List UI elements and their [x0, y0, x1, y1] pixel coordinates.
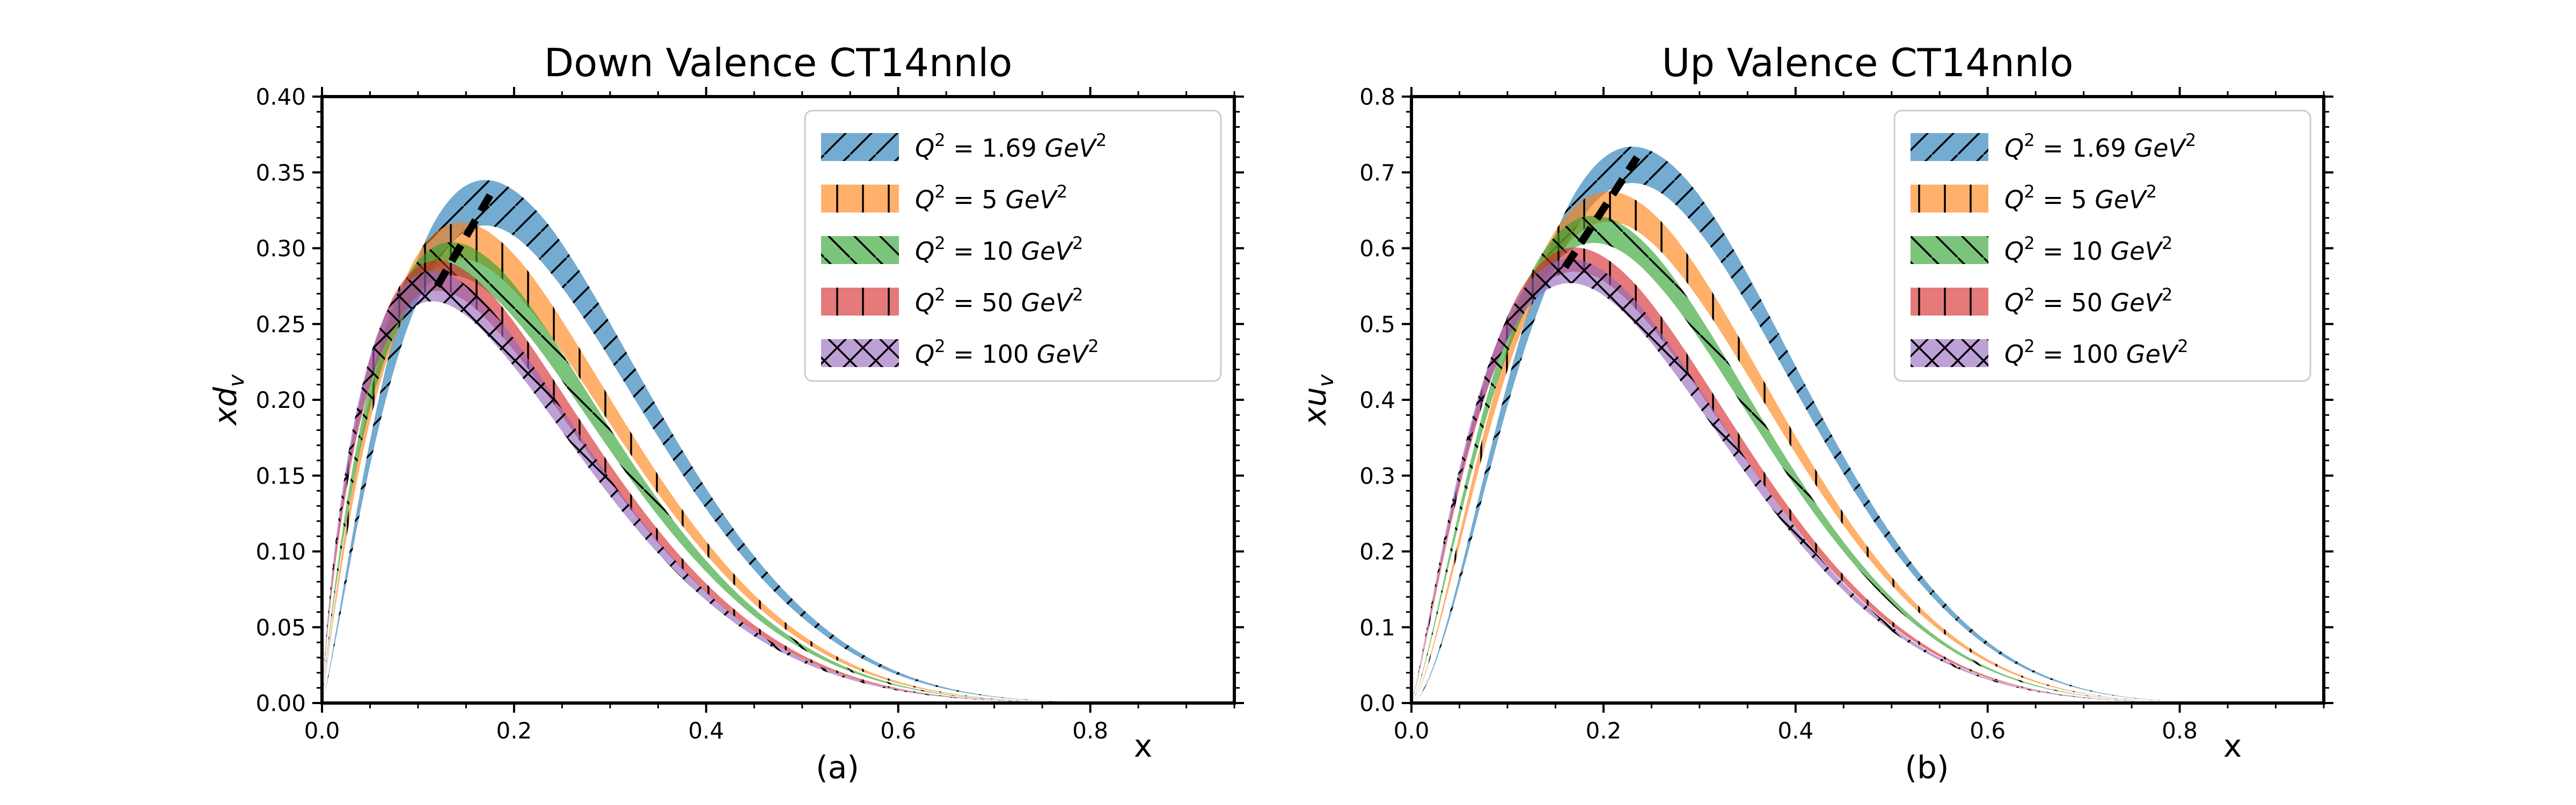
legend-label: Q2 = 10 GeV2: [915, 233, 1083, 266]
legend-swatch-q2-5-hatch: [821, 185, 899, 213]
legend-swatch-q2-5-hatch: [1911, 185, 1988, 213]
chart-title: Down Valence CT14nnlo: [544, 40, 1013, 85]
y-tick-label: 0.30: [255, 236, 306, 262]
legend-label: Q2 = 1.69 GeV2: [915, 130, 1107, 163]
x-axis-label: x: [2223, 728, 2242, 764]
y-tick-label: 0.5: [1359, 311, 1395, 338]
y-tick-label: 0.40: [255, 84, 306, 110]
y-tick-label: 0.25: [255, 311, 306, 338]
y-tick-label: 0.15: [255, 463, 306, 489]
legend-swatch-q2-100-hatch: [821, 339, 899, 367]
x-tick-label: 0.6: [880, 718, 916, 744]
legend-label: Q2 = 100 GeV2: [915, 336, 1099, 369]
x-tick-label: 0.4: [688, 718, 724, 744]
legend-swatch-q2-1-69-hatch: [1911, 133, 1988, 161]
panel-down-valence: 0.0 0.2 0.4 0.6 0.8 0.00 0.05 0.10 0.15 0.20 0.25 0…: [207, 40, 1244, 786]
y-tick-label: 0.2: [1359, 539, 1395, 565]
x-tick-label: 0.4: [1777, 718, 1813, 744]
legend-box: [804, 109, 1222, 382]
legend-label: Q2 = 5 GeV2: [915, 181, 1067, 214]
panel-caption: (b): [1905, 749, 1949, 786]
y-tick-label: 0.00: [255, 690, 306, 716]
x-tick-label: 0.8: [2162, 718, 2198, 744]
x-tick-label: 0.0: [304, 718, 340, 744]
legend-label: Q2 = 50 GeV2: [2004, 284, 2172, 317]
plot-area: [323, 180, 1234, 703]
y-tick-label: 0.4: [1359, 387, 1395, 413]
legend-swatch-q2-50-hatch: [821, 288, 899, 316]
legend-label: Q2 = 50 GeV2: [915, 284, 1083, 317]
y-axis-label: xuv: [1297, 374, 1338, 426]
y-tick-label: 0.10: [255, 539, 306, 565]
peak-trend-line: [434, 193, 494, 288]
band-q2-10-hatch: [323, 242, 1234, 703]
y-tick-label: 0.6: [1359, 236, 1395, 262]
y-tick-label: 0.0: [1359, 690, 1395, 716]
legend-swatch-q2-50-hatch: [1911, 288, 1988, 316]
y-tick-label: 0.7: [1359, 159, 1395, 186]
legend-swatch-q2-10-hatch: [1911, 236, 1988, 264]
y-tick-label: 0.35: [255, 159, 306, 186]
x-tick-label: 0.8: [1072, 718, 1108, 744]
plot-area: [1412, 147, 2324, 703]
legend: Q2 = 1.69 GeV2 Q2 = 5 GeV2 Q2 = 10 GeV2 Q2 …: [1893, 109, 2311, 382]
y-tick-label: 0.20: [255, 387, 306, 413]
legend-label: Q2 = 5 GeV2: [2004, 181, 2157, 214]
panel-up-valence: 0.0 0.2 0.4 0.6 0.8 0.0 0.1 0.2 0.3 0.4 0.5 0.6 0.7 0…: [1297, 40, 2333, 786]
chart-title: Up Valence CT14nnlo: [1662, 40, 2074, 85]
legend-label: Q2 = 100 GeV2: [2004, 336, 2189, 369]
legend: Q2 = 1.69 GeV2 Q2 = 5 GeV2 Q2 = 10 GeV2 Q2 …: [804, 109, 1222, 382]
legend-label: Q2 = 10 GeV2: [2004, 233, 2172, 266]
legend-box: [1893, 109, 2311, 382]
y-tick-label: 0.8: [1359, 84, 1395, 110]
legend-swatch-q2-1-69-hatch: [821, 133, 899, 161]
x-axis-label: x: [1134, 728, 1152, 764]
y-tick-label: 0.3: [1359, 463, 1395, 489]
peak-trend-line: [1562, 155, 1641, 269]
legend-label: Q2 = 1.69 GeV2: [2004, 130, 2196, 163]
x-tick-label: 0.0: [1394, 718, 1430, 744]
y-tick-label: 0.05: [255, 614, 306, 641]
legend-swatch-q2-10-hatch: [821, 236, 899, 264]
x-tick-label: 0.2: [1585, 718, 1621, 744]
x-tick-label: 0.6: [1970, 718, 2006, 744]
panel-caption: (a): [816, 749, 859, 786]
legend-swatch-q2-100-hatch: [1911, 339, 1988, 367]
y-axis-label: xdv: [207, 374, 249, 426]
y-tick-label: 0.1: [1359, 614, 1395, 641]
x-tick-label: 0.2: [496, 718, 532, 744]
